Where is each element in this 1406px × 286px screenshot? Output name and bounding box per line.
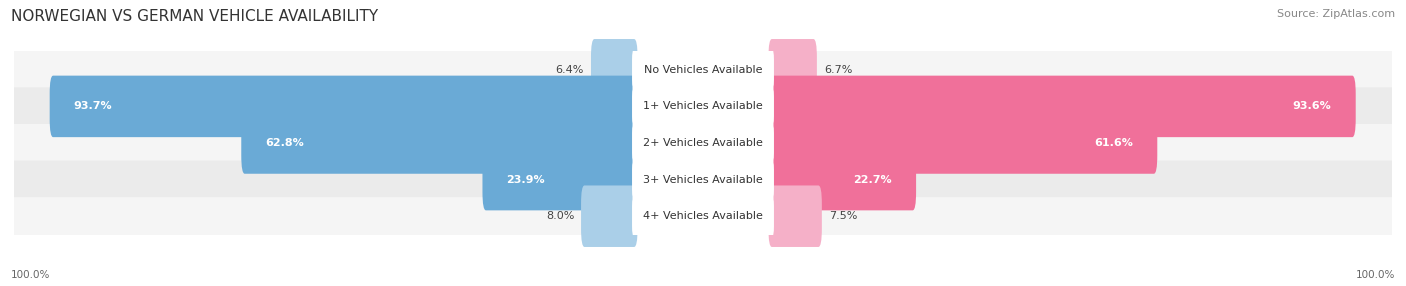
Text: 3+ Vehicles Available: 3+ Vehicles Available (643, 175, 763, 184)
FancyBboxPatch shape (242, 112, 637, 174)
FancyBboxPatch shape (769, 76, 1355, 137)
Text: 61.6%: 61.6% (1094, 138, 1133, 148)
Text: 62.8%: 62.8% (266, 138, 304, 148)
FancyBboxPatch shape (14, 197, 1392, 235)
Text: 6.4%: 6.4% (555, 65, 583, 75)
FancyBboxPatch shape (769, 39, 817, 101)
FancyBboxPatch shape (769, 149, 917, 210)
FancyBboxPatch shape (633, 86, 773, 127)
Text: 4+ Vehicles Available: 4+ Vehicles Available (643, 211, 763, 221)
FancyBboxPatch shape (482, 149, 637, 210)
FancyBboxPatch shape (769, 112, 1157, 174)
Text: 100.0%: 100.0% (1355, 270, 1395, 280)
Text: 100.0%: 100.0% (11, 270, 51, 280)
Text: 2+ Vehicles Available: 2+ Vehicles Available (643, 138, 763, 148)
FancyBboxPatch shape (633, 195, 773, 237)
FancyBboxPatch shape (14, 160, 1392, 199)
Text: NORWEGIAN VS GERMAN VEHICLE AVAILABILITY: NORWEGIAN VS GERMAN VEHICLE AVAILABILITY (11, 9, 378, 23)
Text: 8.0%: 8.0% (546, 211, 574, 221)
Text: 93.6%: 93.6% (1294, 102, 1331, 111)
Text: 7.5%: 7.5% (828, 211, 858, 221)
Text: 22.7%: 22.7% (853, 175, 891, 184)
FancyBboxPatch shape (591, 39, 637, 101)
FancyBboxPatch shape (14, 87, 1392, 126)
FancyBboxPatch shape (633, 159, 773, 200)
Text: Source: ZipAtlas.com: Source: ZipAtlas.com (1277, 9, 1395, 19)
FancyBboxPatch shape (633, 122, 773, 164)
Text: 1+ Vehicles Available: 1+ Vehicles Available (643, 102, 763, 111)
Text: 23.9%: 23.9% (506, 175, 546, 184)
FancyBboxPatch shape (769, 185, 823, 247)
Text: 93.7%: 93.7% (73, 102, 112, 111)
FancyBboxPatch shape (581, 185, 637, 247)
Text: 6.7%: 6.7% (824, 65, 852, 75)
FancyBboxPatch shape (633, 49, 773, 91)
Text: No Vehicles Available: No Vehicles Available (644, 65, 762, 75)
FancyBboxPatch shape (14, 51, 1392, 89)
FancyBboxPatch shape (14, 124, 1392, 162)
FancyBboxPatch shape (49, 76, 637, 137)
